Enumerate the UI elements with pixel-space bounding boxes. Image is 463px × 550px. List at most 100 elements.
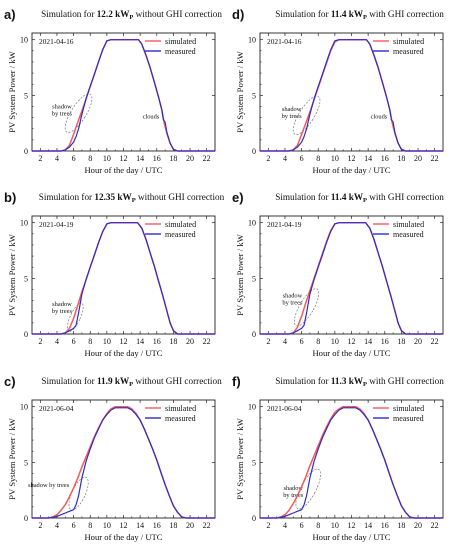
x-tick-label: 4 xyxy=(283,521,287,530)
x-tick-label: 6 xyxy=(72,521,76,530)
x-tick-label: 20 xyxy=(414,521,422,530)
date-label: 2021-06-04 xyxy=(39,404,74,413)
y-tick-label: 5 xyxy=(252,91,256,100)
x-tick-label: 22 xyxy=(203,337,211,346)
legend-label-simulated: simulated xyxy=(165,404,196,413)
x-tick-label: 18 xyxy=(169,521,177,530)
y-tick-label: 0 xyxy=(252,514,256,523)
x-tick-label: 18 xyxy=(169,154,177,163)
title-suffix: without GHI correction xyxy=(133,9,222,19)
x-tick-label: 10 xyxy=(103,154,111,163)
x-axis-label: Hour of the day / UTC xyxy=(84,532,162,542)
x-tick-label: 14 xyxy=(364,154,372,163)
y-tick-label: 10 xyxy=(20,219,28,228)
chart-panel-c: c) Simulation for 11.9 kWP without GHI co… xyxy=(4,374,222,542)
title-power: 12.35 kW xyxy=(94,192,132,202)
title-suffix: without GHI correction xyxy=(133,376,222,386)
annotation-label: by trees xyxy=(52,111,73,118)
y-tick-label: 5 xyxy=(252,458,256,467)
panel-title: Simulation for 11.4 kWP with GHI correct… xyxy=(275,192,444,204)
x-tick-label: 4 xyxy=(283,154,287,163)
y-tick-label: 5 xyxy=(252,274,256,283)
y-tick-label: 10 xyxy=(20,403,28,412)
annotation-label: shadow xyxy=(282,106,302,113)
title-suffix: with GHI correction xyxy=(367,376,444,386)
annotation-label: shadow xyxy=(284,485,304,492)
x-tick-label: 14 xyxy=(136,521,144,530)
x-axis-label: Hour of the day / UTC xyxy=(84,348,162,358)
y-tick-label: 10 xyxy=(248,219,256,228)
x-tick-label: 18 xyxy=(397,154,405,163)
x-tick-label: 10 xyxy=(331,337,339,346)
y-axis-label: PV System Power / kW xyxy=(235,417,245,499)
chart-panel-d: d) Simulation for 11.4 kWP with GHI corre… xyxy=(232,7,444,175)
x-tick-label: 2 xyxy=(266,154,270,163)
annotation-label: shadow xyxy=(52,301,72,308)
x-tick-label: 12 xyxy=(348,337,356,346)
annotation-label: clouds xyxy=(371,114,388,121)
x-tick-label: 2 xyxy=(38,521,42,530)
x-tick-label: 18 xyxy=(397,337,405,346)
series-line-measured xyxy=(260,407,443,519)
legend-label-measured: measured xyxy=(393,230,424,239)
x-tick-label: 12 xyxy=(348,154,356,163)
x-tick-label: 18 xyxy=(169,337,177,346)
y-axis-label: PV System Power / kW xyxy=(7,417,17,499)
chart-panel-a: a) Simulation for 12.2 kWP without GHI co… xyxy=(4,7,222,175)
panel-letter: e) xyxy=(232,190,244,205)
annotation-ellipse xyxy=(66,302,84,332)
x-tick-label: 10 xyxy=(331,154,339,163)
x-tick-label: 6 xyxy=(72,337,76,346)
x-tick-label: 8 xyxy=(88,154,92,163)
title-prefix: Simulation for xyxy=(39,192,95,202)
x-tick-label: 16 xyxy=(153,337,161,346)
panel-title: Simulation for 12.2 kWP without GHI corr… xyxy=(41,9,222,21)
title-prefix: Simulation for xyxy=(275,192,331,202)
title-power: 11.4 kW xyxy=(331,9,364,19)
y-tick-label: 0 xyxy=(24,514,28,523)
series-line-simulated xyxy=(32,38,215,152)
title-subscript: P xyxy=(129,381,133,388)
annotation-label: by trees xyxy=(52,308,73,315)
panel-title: Simulation for 11.4 kWP with GHI correct… xyxy=(275,9,444,21)
x-tick-label: 22 xyxy=(431,337,439,346)
chart-panel-e: e) Simulation for 11.4 kWP with GHI corre… xyxy=(232,190,444,358)
y-tick-label: 5 xyxy=(24,274,28,283)
x-tick-label: 12 xyxy=(120,521,128,530)
series-line-measured xyxy=(32,407,215,519)
x-tick-label: 6 xyxy=(300,521,304,530)
title-power: 11.3 kW xyxy=(331,376,364,386)
series-line-simulated xyxy=(260,405,443,519)
x-tick-label: 20 xyxy=(414,154,422,163)
x-tick-label: 22 xyxy=(431,521,439,530)
series-line-simulated xyxy=(260,221,443,335)
legend-label-measured: measured xyxy=(165,414,196,423)
x-tick-label: 22 xyxy=(203,521,211,530)
series-line-measured xyxy=(32,222,215,335)
title-suffix: without GHI correction xyxy=(136,192,225,202)
y-tick-label: 0 xyxy=(24,330,28,339)
annotation-label: clouds xyxy=(143,114,160,121)
legend-label-simulated: simulated xyxy=(393,37,424,46)
legend-label-measured: measured xyxy=(165,47,196,56)
y-tick-label: 0 xyxy=(24,147,28,156)
panel-letter: c) xyxy=(4,374,16,389)
title-subscript: P xyxy=(363,197,367,204)
title-subscript: P xyxy=(129,14,133,21)
date-label: 2021-06-04 xyxy=(267,404,302,413)
series-line-simulated xyxy=(32,405,215,519)
annotation-label: shadow xyxy=(283,292,303,299)
series-line-simulated xyxy=(260,38,443,152)
y-tick-label: 10 xyxy=(248,403,256,412)
title-suffix: with GHI correction xyxy=(367,9,444,19)
x-tick-label: 16 xyxy=(381,521,389,530)
annotation-label: shadow by trees xyxy=(28,482,70,489)
panel-letter: d) xyxy=(232,7,244,22)
x-axis-label: Hour of the day / UTC xyxy=(312,165,390,175)
series-line-measured xyxy=(260,222,443,335)
y-tick-label: 0 xyxy=(252,330,256,339)
title-prefix: Simulation for xyxy=(275,376,331,386)
y-tick-label: 10 xyxy=(20,36,28,45)
title-suffix: with GHI correction xyxy=(367,192,444,202)
